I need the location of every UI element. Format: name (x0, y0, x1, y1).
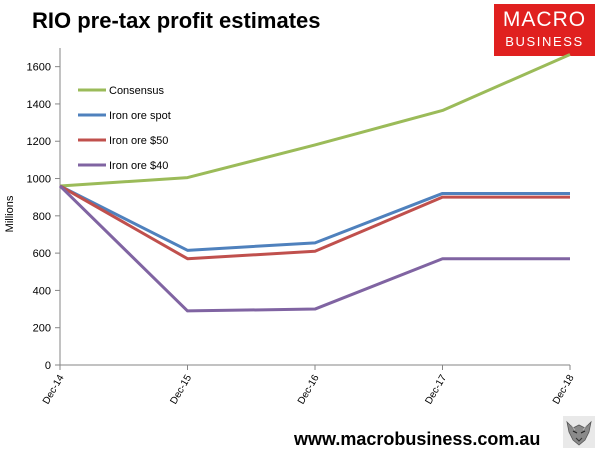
series-line-consensus (59, 53, 571, 188)
y-tick-labels: 0 200 400 600 800 1000 1200 1400 1600 (27, 62, 51, 372)
y-tick-label: 200 (33, 323, 51, 335)
y-tick-label: 600 (33, 248, 51, 260)
y-tick-label: 1200 (27, 136, 51, 148)
y-tick-label: 800 (33, 211, 51, 223)
series-lines (58, 53, 571, 313)
x-tick-labels: Dec-14 Dec-15 Dec-16 Dec-17 Dec-18 (41, 373, 577, 407)
x-tick-label: Dec-15 (168, 373, 194, 407)
y-tick-label: 1000 (27, 174, 51, 186)
series-line-iron-ore-50 (59, 184, 570, 261)
chart-title: RIO pre-tax profit estimates (32, 8, 321, 33)
x-tick-label: Dec-16 (296, 373, 322, 407)
footer-url[interactable]: www.macrobusiness.com.au (294, 429, 541, 449)
y-tick-label: 1600 (27, 62, 51, 74)
legend-label: Iron ore $40 (109, 160, 168, 172)
logo-line-1: MACRO (502, 8, 587, 31)
legend-label: Consensus (109, 85, 165, 97)
wolf-icon (563, 416, 595, 448)
x-tick-label: Dec-14 (41, 373, 67, 407)
y-tick-label: 400 (33, 285, 51, 297)
legend: Consensus Iron ore spot Iron ore $50 Iron o… (78, 85, 171, 172)
y-tick-label: 0 (45, 360, 51, 372)
y-axis-title: Millions (4, 195, 16, 232)
series-line-iron-ore-40 (58, 184, 570, 313)
axes (55, 48, 571, 370)
y-axis-title-group: Millions (4, 195, 16, 232)
x-tick-label: Dec-17 (423, 373, 449, 407)
x-tick-label: Dec-18 (551, 373, 577, 407)
logo-line-2: BUSINESS (505, 34, 584, 49)
legend-label: Iron ore $50 (109, 135, 168, 147)
legend-label: Iron ore spot (109, 110, 171, 122)
macro-business-logo: MACRO BUSINESS (494, 4, 595, 56)
y-tick-label: 1400 (27, 99, 51, 111)
series-line-iron-ore-spot (59, 184, 570, 252)
